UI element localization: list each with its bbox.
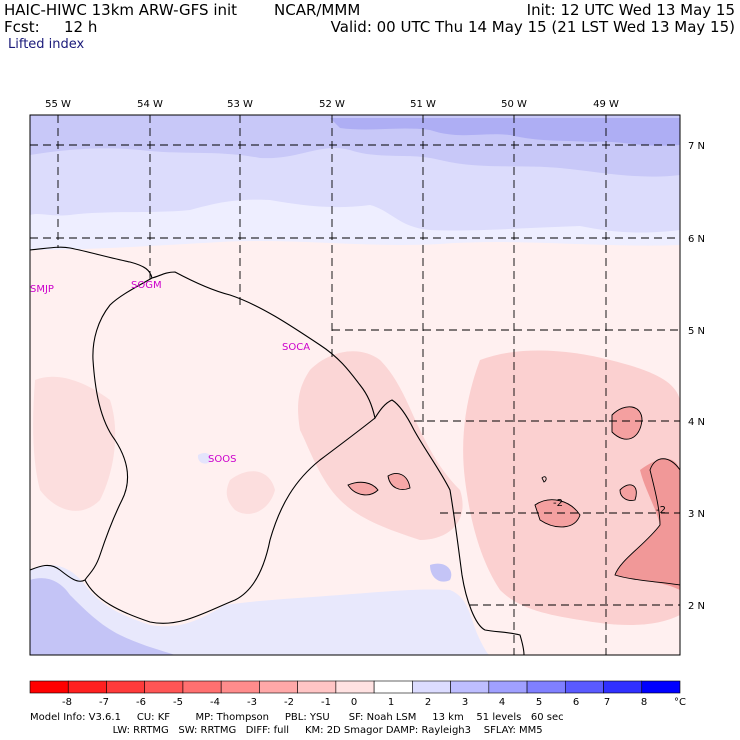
field-band-4to5 bbox=[330, 118, 680, 146]
colorbar-tick: -2 bbox=[284, 697, 294, 708]
colorbar bbox=[29, 680, 681, 694]
colorbar-swatch bbox=[335, 680, 375, 694]
colorbar-swatch bbox=[29, 680, 69, 694]
field-cell-5 bbox=[620, 484, 637, 501]
colorbar-tick: 2 bbox=[425, 697, 431, 708]
colorbar-swatch bbox=[373, 680, 413, 694]
field-patch-central bbox=[298, 351, 463, 540]
colorbar-swatch bbox=[182, 680, 222, 694]
header-init: Init: 12 UTC Wed 13 May 15 bbox=[526, 1, 735, 19]
lat-label: 6 N bbox=[688, 234, 705, 245]
colorbar-swatch bbox=[106, 680, 146, 694]
lat-label: 7 N bbox=[688, 141, 705, 152]
field-cell-blue-2 bbox=[197, 452, 212, 464]
header-fcst-label: Fcst: bbox=[4, 18, 40, 36]
lon-label: 54 W bbox=[137, 99, 163, 110]
contours bbox=[347, 406, 680, 586]
colorbar-swatch bbox=[641, 680, 681, 694]
model-info-line2: LW: RRTMG SW: RRTMG DIFF: full KM: 2D Sm… bbox=[30, 725, 543, 736]
colorbar-swatch bbox=[564, 680, 604, 694]
colorbar-swatch bbox=[259, 680, 298, 694]
model-info-line1: Model Info: V3.6.1 CU: KF MP: Thompson P… bbox=[30, 712, 564, 723]
colorbar-swatch bbox=[412, 680, 451, 694]
colorbar-tick: 7 bbox=[604, 697, 610, 708]
map-frame bbox=[29, 114, 681, 656]
colorbar-tick: 0 bbox=[351, 697, 357, 708]
colorbar-swatch bbox=[67, 680, 107, 694]
colorbar-swatch bbox=[144, 680, 184, 694]
map-field bbox=[30, 115, 680, 655]
colorbar-tick: -1 bbox=[321, 697, 331, 708]
field-name: Lifted index bbox=[8, 37, 85, 52]
field-cell-6 bbox=[615, 458, 680, 590]
station-label: SOCA bbox=[282, 342, 310, 353]
station-label: SOGM bbox=[131, 280, 162, 291]
lat-label: 4 N bbox=[688, 417, 705, 428]
field-cell-3 bbox=[612, 406, 642, 440]
colorbar-ticks: -8 -7 -6 -5 -4 -3 -2 -1 0 1 2 3 4 5 6 7 … bbox=[62, 697, 686, 708]
header-valid: Valid: 00 UTC Thu 14 May 15 (21 LST Wed … bbox=[330, 18, 735, 36]
station-label: SOOS bbox=[208, 454, 236, 465]
contour-label: -2 bbox=[656, 505, 666, 516]
field-cell-1 bbox=[348, 482, 378, 495]
field-patch-west bbox=[33, 376, 116, 511]
colorbar-swatch bbox=[220, 680, 260, 694]
colorbar-swatch bbox=[603, 680, 643, 694]
colorbar-tick: 8 bbox=[641, 697, 647, 708]
colorbar-tick: 5 bbox=[536, 697, 542, 708]
colorbar-swatch bbox=[488, 680, 528, 694]
header-title: HAIC-HIWC 13km ARW-GFS init bbox=[4, 1, 238, 19]
contour-label: -2 bbox=[553, 498, 563, 509]
station-label: SMJP bbox=[30, 284, 54, 295]
lon-label: 49 W bbox=[593, 99, 619, 110]
colorbar-tick: -7 bbox=[99, 697, 109, 708]
border-guyana bbox=[84, 277, 376, 624]
field-cell-blue bbox=[430, 563, 452, 582]
colorbar-swatch bbox=[526, 680, 566, 694]
contour-labels: -2 -2 bbox=[553, 498, 666, 516]
colorbar-tick: 1 bbox=[388, 697, 394, 708]
lon-label: 53 W bbox=[227, 99, 253, 110]
colorbar-swatch bbox=[297, 680, 337, 694]
header-org: NCAR/MMM bbox=[274, 1, 361, 19]
lat-label: 2 N bbox=[688, 601, 705, 612]
field-band-south bbox=[30, 565, 490, 655]
border-south bbox=[30, 564, 86, 582]
lat-axis: 7 N 6 N 5 N 4 N 3 N 2 N bbox=[688, 141, 705, 612]
colorbar-tick: 4 bbox=[499, 697, 505, 708]
colorbar-tick: -8 bbox=[62, 697, 72, 708]
lat-label: 5 N bbox=[688, 326, 705, 337]
colorbar-unit: °C bbox=[674, 697, 686, 708]
colorbar-tick: 6 bbox=[573, 697, 579, 708]
field-band-south-2 bbox=[30, 578, 175, 655]
colorbar-swatch bbox=[450, 680, 490, 694]
lon-axis: 55 W 54 W 53 W 52 W 51 W 50 W 49 W bbox=[45, 99, 619, 110]
colorbar-tick: -4 bbox=[210, 697, 220, 708]
header-fcst-value: 12 h bbox=[64, 18, 98, 36]
field-patch-south bbox=[226, 471, 275, 514]
coastline bbox=[30, 246, 525, 655]
lon-label: 55 W bbox=[45, 99, 71, 110]
stations: SMJP SOGM SOCA SOOS bbox=[30, 280, 310, 465]
colorbar-tick: -5 bbox=[173, 697, 183, 708]
colorbar-tick: 3 bbox=[462, 697, 468, 708]
colorbar-tick: -6 bbox=[136, 697, 146, 708]
colorbar-tick: -3 bbox=[247, 697, 257, 708]
lon-label: 51 W bbox=[410, 99, 436, 110]
field-cell-2 bbox=[388, 473, 410, 490]
lon-label: 50 W bbox=[501, 99, 527, 110]
lon-label: 52 W bbox=[319, 99, 345, 110]
graticule bbox=[30, 115, 680, 655]
lat-label: 3 N bbox=[688, 509, 705, 520]
coastlines bbox=[30, 246, 525, 655]
